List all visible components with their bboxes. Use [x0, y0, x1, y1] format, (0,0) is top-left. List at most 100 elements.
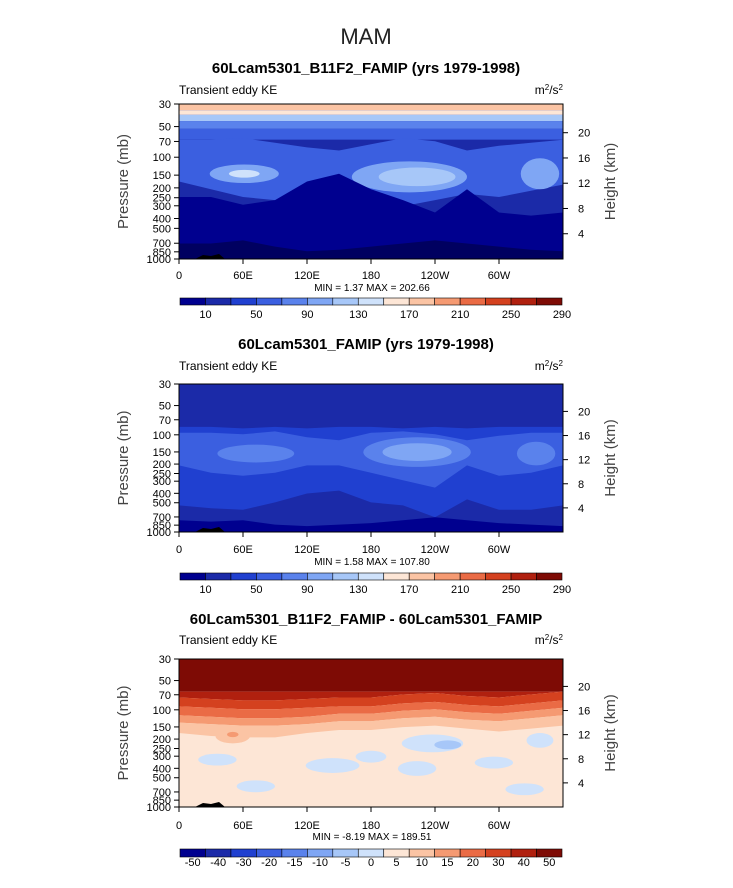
units-label: m2/s2 [535, 83, 564, 98]
y-tick-label: 100 [153, 152, 171, 164]
x-tick-label: 60W [488, 544, 511, 556]
y-tick-label: 50 [159, 122, 171, 134]
field-anomaly [526, 733, 554, 748]
height-tick-label: 8 [578, 203, 584, 215]
colorbar-box [434, 848, 461, 858]
height-tick-label: 20 [578, 681, 590, 693]
colorbar-box [485, 572, 512, 581]
field-band-low [179, 173, 563, 259]
colorbar-box [230, 848, 257, 858]
chart-title: 60Lcam5301_FAMIP (yrs 1979-1998) [238, 336, 494, 353]
field-band-surface [179, 517, 563, 532]
colorbar-label: 10 [199, 309, 211, 321]
y-tick-label: 1000 [147, 527, 171, 539]
colorbar-box [510, 297, 537, 306]
y-tick-label: 700 [153, 238, 171, 250]
y-tick-label: 500 [153, 498, 171, 510]
colorbar-box [510, 848, 537, 858]
field-band-surface [179, 240, 563, 259]
colorbar-label: 30 [492, 857, 504, 869]
y-tick-label: 300 [153, 201, 171, 213]
field-band-top [179, 121, 563, 129]
x-tick-label: 180 [362, 270, 380, 282]
height-tick-label: 12 [578, 730, 590, 742]
contour-field [179, 384, 563, 532]
colorbar-box [459, 848, 486, 858]
colorbar-box [536, 572, 563, 581]
left-label: Transient eddy KE [179, 83, 277, 97]
colorbar-box [230, 572, 257, 581]
y-tick-label: 500 [153, 773, 171, 785]
y-tick-label: 250 [153, 193, 171, 205]
colorbar-label: 170 [400, 309, 418, 321]
y-tick-label: 150 [153, 722, 171, 734]
x-tick-label: 120E [294, 820, 320, 832]
colorbar-label: 15 [441, 857, 453, 869]
colorbar-box [205, 848, 232, 858]
colorbar-label: 20 [467, 857, 479, 869]
field-anomaly [355, 750, 387, 763]
orography [195, 802, 225, 807]
field-jet-core [516, 441, 556, 466]
units-sup: 2 [559, 633, 564, 642]
colorbar-label: 290 [553, 584, 571, 596]
colorbar-box [408, 572, 435, 581]
colorbar-box [357, 572, 385, 581]
height-tick-label: 8 [578, 479, 584, 491]
min-max-stats: MIN = 1.37 MAX = 202.66 [314, 283, 430, 294]
colorbar-box [281, 572, 308, 581]
y-axis-title: Pressure (mb) [115, 685, 132, 780]
units-mid: /s [549, 633, 558, 647]
colorbar-box [205, 572, 232, 581]
units-mid: /s [549, 359, 558, 373]
y-tick-label: 850 [153, 247, 171, 259]
field-band-top [179, 691, 563, 710]
height-tick-label: 16 [578, 706, 590, 718]
colorbar-box [408, 297, 435, 306]
y-axis-title: Pressure (mb) [115, 410, 132, 505]
colorbar-box [256, 297, 283, 306]
colorbar-box [179, 572, 206, 581]
field-band-top [179, 104, 563, 111]
x-tick-label: 60W [488, 820, 511, 832]
colorbar-label: 50 [543, 857, 555, 869]
colorbar-label: 210 [451, 309, 469, 321]
colorbar-label: 130 [349, 584, 367, 596]
units-sup: 2 [545, 83, 550, 92]
units-sup: 2 [545, 633, 550, 642]
min-max-stats: MIN = 1.58 MAX = 107.80 [314, 557, 430, 568]
field-jet-core [217, 444, 295, 463]
colorbar-label: -15 [287, 857, 303, 869]
x-tick-label: 120E [294, 544, 320, 556]
units-mid: /s [549, 83, 558, 97]
field-band-top [179, 707, 563, 726]
left-label: Transient eddy KE [179, 359, 277, 373]
colorbar-label: 0 [368, 857, 374, 869]
field-band-top [179, 110, 563, 115]
y-tick-label: 30 [159, 379, 171, 391]
colorbar-label: -40 [210, 857, 226, 869]
colorbar-label: 10 [416, 857, 428, 869]
units-sup: 2 [545, 359, 550, 368]
y-tick-label: 850 [153, 520, 171, 532]
field-band-top [179, 659, 563, 692]
y-tick-label: 200 [153, 183, 171, 195]
colorbar-box [536, 848, 563, 858]
colorbar-box [434, 297, 461, 306]
colorbar-label: 290 [553, 309, 571, 321]
y-tick-label: 300 [153, 476, 171, 488]
x-tick-label: 0 [176, 820, 182, 832]
y-tick-label: 70 [159, 415, 171, 427]
figure-title: MAM [340, 24, 391, 49]
field-band-top [179, 691, 563, 701]
colorbar-label: -50 [185, 857, 201, 869]
y-tick-label: 50 [159, 401, 171, 413]
colorbar-box [332, 572, 359, 581]
chart-panel-2: 60Lcam5301_FAMIP (yrs 1979-1998) Transien… [115, 336, 619, 596]
field-anomaly [198, 753, 237, 766]
colorbar-box [434, 572, 461, 581]
orography [195, 527, 225, 532]
colorbar-box [485, 297, 512, 306]
colorbar-label: 90 [301, 584, 313, 596]
field-band-top [179, 700, 563, 719]
